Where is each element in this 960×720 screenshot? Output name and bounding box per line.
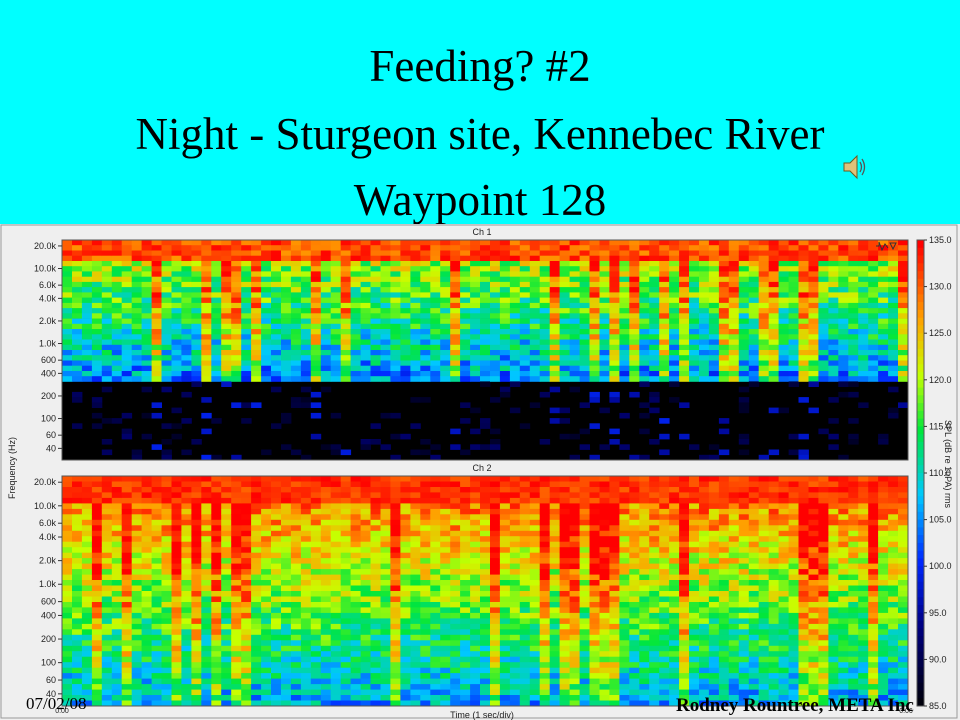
y-tick-label-2-4: 2.0k xyxy=(39,556,57,566)
y-tick-label-2-0: 20.0k xyxy=(34,477,57,487)
y-tick-label-2-2: 6.0k xyxy=(39,518,57,528)
y-tick-label-1-4: 2.0k xyxy=(39,316,57,326)
colorbar-tick-7: 100.0 xyxy=(929,561,952,571)
y-tick-label-1-6: 600 xyxy=(41,355,56,365)
y-tick-label-1-1: 10.0k xyxy=(34,264,57,274)
colorbar-tick-4: 115.0 xyxy=(929,421,951,431)
y-tick-label-1-5: 1.0k xyxy=(39,339,57,349)
colorbar-tick-6: 105.0 xyxy=(929,515,952,525)
speaker-icon[interactable] xyxy=(842,152,868,182)
y-tick-label-2-8: 200 xyxy=(41,634,56,644)
y-tick-label-2-10: 60 xyxy=(46,675,56,685)
y-tick-label-2-1: 10.0k xyxy=(34,501,57,511)
title-area: Feeding? #2 Night - Sturgeon site, Kenne… xyxy=(0,0,960,225)
colorbar-tick-10: 85.0 xyxy=(929,701,947,711)
y-tick-label-1-9: 100 xyxy=(41,414,56,424)
colorbar-tick-8: 95.0 xyxy=(929,608,947,618)
x-axis-label: Time (1 sec/div) xyxy=(450,710,514,720)
title-line-3: Waypoint 128 xyxy=(353,175,607,225)
credit-label: Rodney Rountree, META Inc xyxy=(676,695,914,716)
panel-border xyxy=(0,224,958,719)
waveform-icon[interactable] xyxy=(876,241,897,252)
y-tick-label-2-11: 40 xyxy=(46,689,56,699)
y-tick-label-1-7: 400 xyxy=(41,368,56,378)
ch2-title: Ch 2 xyxy=(472,463,491,473)
colorbar-tick-2: 125.0 xyxy=(929,328,952,338)
y-tick-label-1-0: 20.0k xyxy=(34,241,57,251)
y-tick-label-1-8: 200 xyxy=(41,391,56,401)
y-tick-label-2-3: 4.0k xyxy=(39,532,57,542)
date-label: 07/02/08 xyxy=(26,694,87,713)
x-start-label: 0:00 xyxy=(55,708,69,715)
title-line-1: Feeding? #2 xyxy=(369,41,591,91)
colorbar-tick-5: 110.0 xyxy=(929,468,951,478)
title-line-2: Night - Sturgeon site, Kennebec River xyxy=(135,109,825,159)
colorbar-tick-3: 120.0 xyxy=(929,375,952,385)
x-end-label: 0:06 xyxy=(899,708,913,715)
colorbar-tick-1: 130.0 xyxy=(929,282,952,292)
y-tick-label-1-10: 60 xyxy=(46,430,56,440)
colorbar: 135.0 130.0 125.0 120.0 115.0 110.0 105.0 100.0… xyxy=(916,235,952,711)
ch1-spectrogram: 20.0k 10.0k 6.0k 4.0k 2.0k 1.0k 600 400 200 100 60… xyxy=(34,239,909,461)
colorbar-tick-9: 90.0 xyxy=(929,654,947,664)
y-tick-label-2-5: 1.0k xyxy=(39,579,57,589)
y-axis-label: Frequency (Hz) xyxy=(7,437,17,499)
y-tick-label-2-9: 100 xyxy=(41,658,56,668)
y-tick-label-2-6: 600 xyxy=(41,597,56,607)
y-tick-label-1-11: 40 xyxy=(46,443,56,453)
y-tick-label-2-7: 400 xyxy=(41,610,56,620)
ch2-spectrogram: 20.0k 10.0k 6.0k 4.0k 2.0k 1.0k 600 400 200 100 60… xyxy=(34,475,909,707)
colorbar-tick-0: 135.0 xyxy=(929,235,952,245)
colorbar-label: SPL (dB re 1uPA) rms xyxy=(943,420,953,509)
ch1-title: Ch 1 xyxy=(472,227,491,237)
spectrogram-figure: 20.0k 10.0k 6.0k 4.0k 2.0k 1.0k 600 400 200 100 60… xyxy=(0,224,958,720)
y-tick-label-1-3: 4.0k xyxy=(39,293,57,303)
y-tick-label-1-2: 6.0k xyxy=(39,280,57,290)
